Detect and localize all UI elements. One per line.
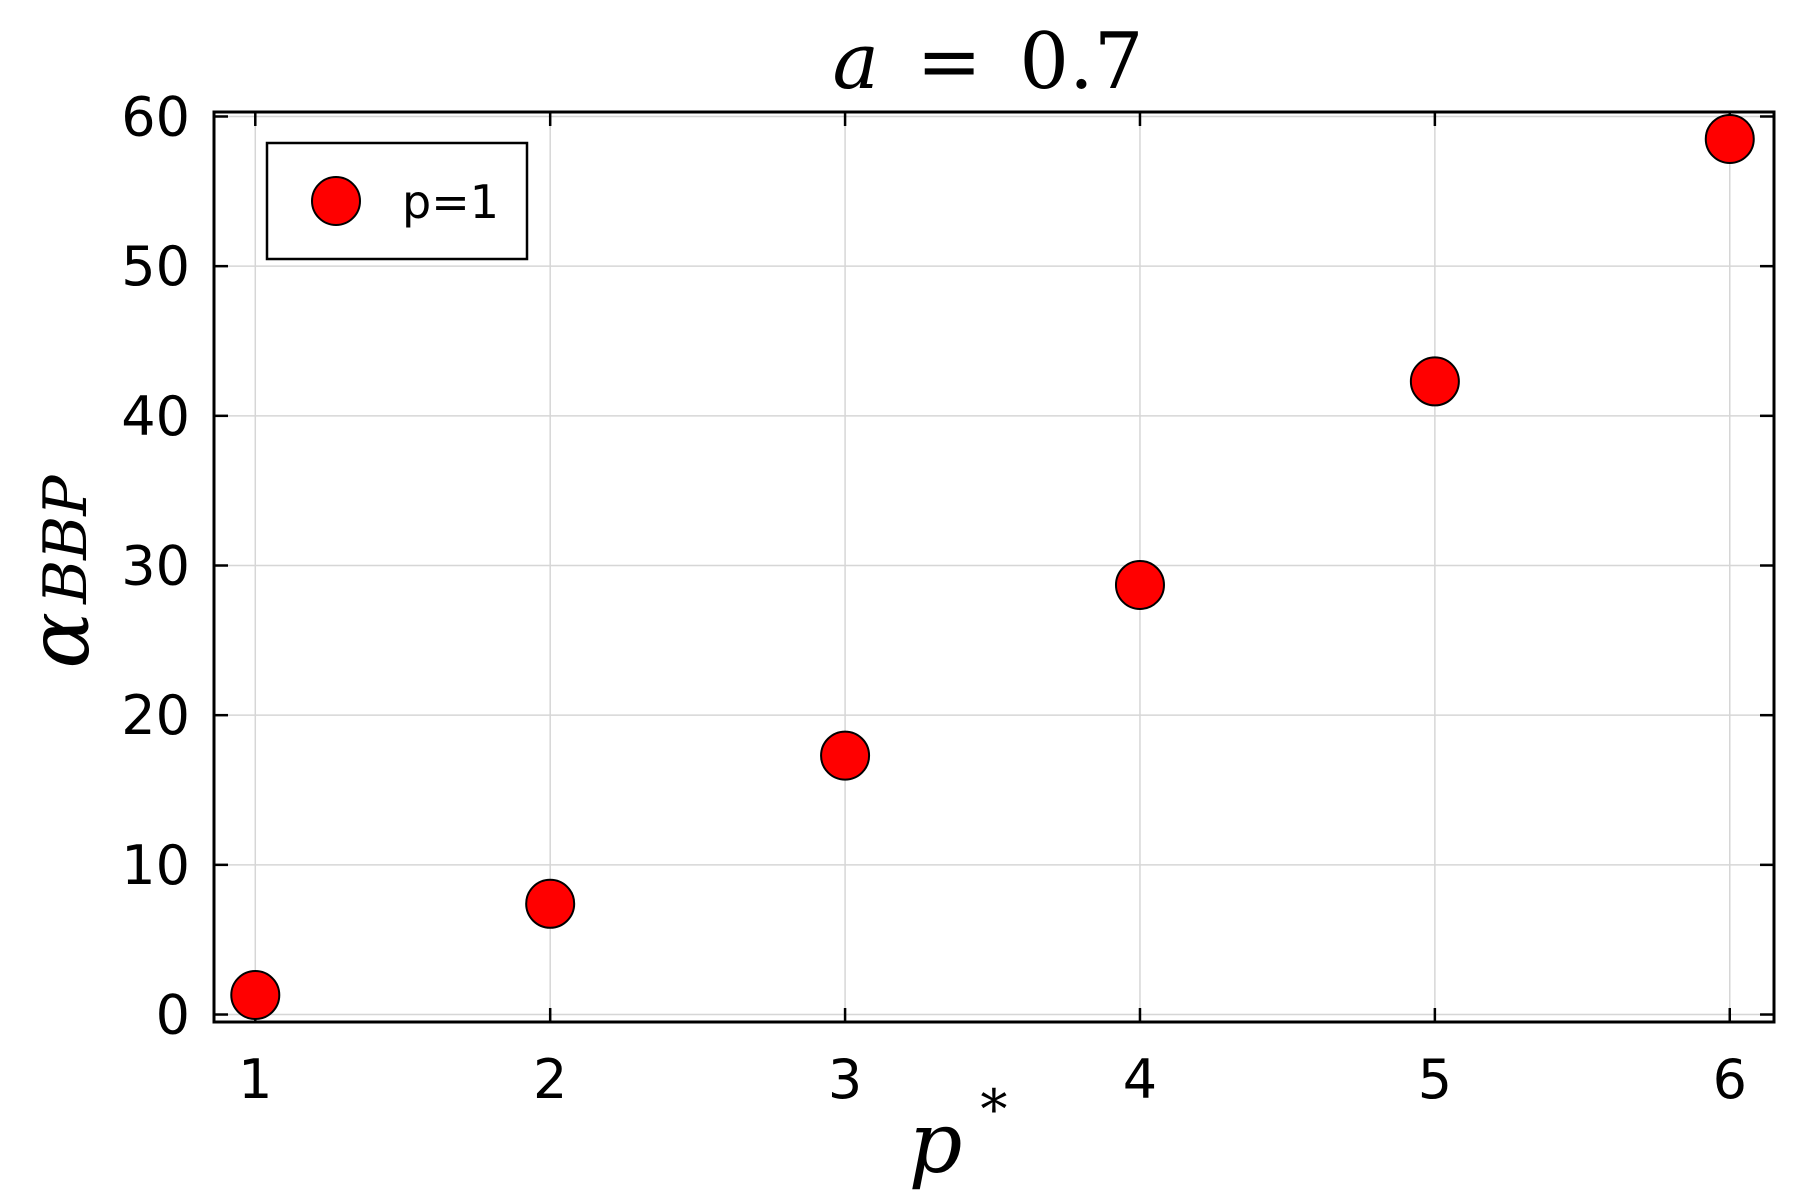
x-tick-label: 6 bbox=[1713, 1048, 1747, 1111]
legend-label-p1: p=1 bbox=[402, 175, 499, 229]
legend-box bbox=[265, 141, 529, 261]
x-tick-label: 1 bbox=[238, 1048, 272, 1111]
y-axis-label: α BBP bbox=[10, 474, 108, 669]
x-axis-label-base: p bbox=[909, 1094, 963, 1192]
legend-marker-p1 bbox=[311, 176, 361, 226]
y-axis-label-subscript: BBP bbox=[31, 474, 101, 605]
legend: p=1 bbox=[265, 141, 529, 261]
x-tick-label: 5 bbox=[1418, 1048, 1452, 1111]
chart-title: a = 0.7 bbox=[833, 17, 1144, 107]
y-axis-label-base: α bbox=[10, 612, 108, 669]
y-tick-label: 50 bbox=[121, 235, 190, 298]
data-points bbox=[230, 113, 1755, 1021]
y-tick-labels: 0 10 20 30 40 50 60 bbox=[121, 85, 190, 1046]
title-value: 0.7 bbox=[1019, 17, 1143, 107]
y-tick-label: 60 bbox=[121, 85, 190, 148]
axis-ticks bbox=[214, 112, 1774, 1022]
y-tick-label: 30 bbox=[121, 535, 190, 598]
data-point bbox=[1114, 559, 1165, 610]
y-tick-label: 0 bbox=[156, 984, 190, 1047]
y-tick-label: 40 bbox=[121, 385, 190, 448]
data-point bbox=[1409, 356, 1460, 407]
x-axis-label-superscript: * bbox=[980, 1078, 1007, 1141]
x-axis-label: p * bbox=[909, 1078, 1008, 1192]
plot-frame bbox=[212, 110, 1776, 1024]
data-point bbox=[820, 730, 871, 781]
x-tick-label: 2 bbox=[533, 1048, 567, 1111]
grid-lines bbox=[214, 112, 1774, 1022]
x-tick-labels: 1 2 3 4 5 6 bbox=[238, 1048, 1747, 1111]
data-point bbox=[525, 878, 576, 929]
title-variable: a bbox=[833, 17, 880, 107]
x-tick-label: 4 bbox=[1123, 1048, 1157, 1111]
x-tick-label: 3 bbox=[828, 1048, 862, 1111]
data-point bbox=[1704, 113, 1755, 164]
title-equals: = bbox=[917, 17, 982, 107]
y-tick-label: 20 bbox=[121, 684, 190, 747]
y-tick-label: 10 bbox=[121, 834, 190, 897]
data-point bbox=[230, 970, 281, 1021]
